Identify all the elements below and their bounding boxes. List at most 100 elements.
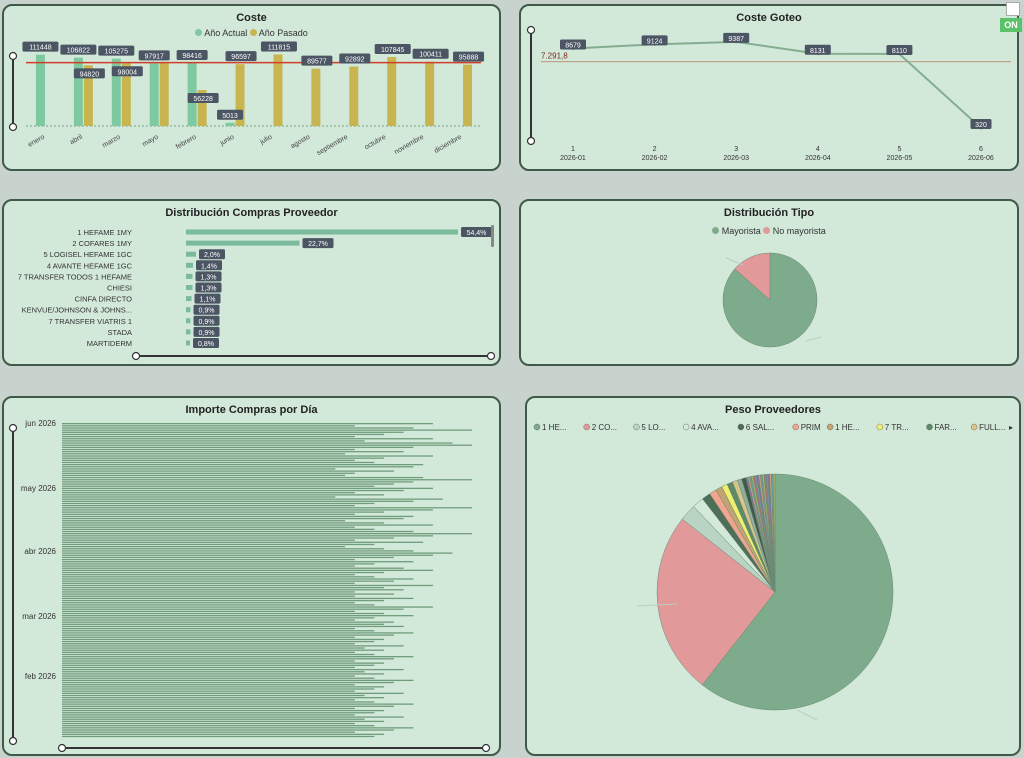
- coste-bar-past: [349, 66, 359, 126]
- legend-past-label[interactable]: Año Pasado: [258, 28, 308, 38]
- coste-label-actual: 105275: [105, 49, 128, 56]
- importe-slider-handle-end[interactable]: [8, 736, 18, 746]
- importe-bar: [62, 500, 414, 502]
- coste-label-actual: 97917: [144, 53, 164, 60]
- dist-prov-panel: Distribución Compras Proveedor 1 HEFAME …: [2, 199, 501, 366]
- importe-bar: [62, 433, 385, 436]
- focus-mode-icon[interactable]: [1006, 2, 1020, 16]
- coste-label-past-bg: [187, 93, 219, 104]
- peso-leader-line: [796, 709, 818, 721]
- coste-xtick: agosto: [290, 134, 312, 151]
- prov-bar: [186, 307, 191, 313]
- importe-bar: [62, 727, 414, 729]
- legend-no-mayorista-dot: [763, 227, 771, 234]
- peso-legend-label[interactable]: 1 HE...: [835, 423, 859, 432]
- prov-bar: [186, 318, 191, 324]
- importe-bar: [62, 733, 385, 735]
- peso-legend-label[interactable]: 2 CO...: [592, 423, 617, 432]
- dist-prov-chart: 1 HEFAME 1MY 54,4% 2 COFARES 1MY 22,7% 5 LOG…: [18, 225, 496, 361]
- coste-label-past: 111815: [268, 44, 290, 51]
- peso-slice[interactable]: [772, 473, 776, 593]
- peso-legend-next-icon[interactable]: ▸: [1009, 423, 1013, 432]
- prov-value-label-bg: [193, 338, 219, 348]
- coste-label-actual: 98416: [182, 53, 202, 60]
- importe-hslider-handle-end[interactable]: [481, 743, 491, 753]
- importe-bar: [62, 576, 375, 578]
- goteo-xtick: 4: [816, 146, 820, 153]
- prov-scrollbar[interactable]: [491, 225, 494, 247]
- prov-value-label: 0,8%: [198, 341, 214, 348]
- legend-no-mayorista-label[interactable]: No mayorista: [772, 226, 826, 236]
- peso-legend-label[interactable]: 1 HE...: [542, 423, 566, 432]
- prov-slider-handle-end[interactable]: [486, 351, 496, 361]
- importe-slider-handle-start[interactable]: [8, 423, 18, 433]
- goteo-xtick-date: 2026-03: [723, 155, 749, 162]
- prov-bar: [186, 296, 192, 302]
- peso-slice[interactable]: [656, 518, 776, 686]
- importe-bar: [62, 470, 394, 472]
- prov-bar: [186, 329, 191, 335]
- legend-actual-label[interactable]: Año Actual: [204, 28, 248, 38]
- prov-category: MARTIDERM: [87, 339, 132, 348]
- importe-bar: [62, 507, 472, 509]
- importe-bar: [62, 690, 355, 692]
- peso-legend-label[interactable]: 6 SAL...: [746, 423, 774, 432]
- prov-value-label: 1,3%: [201, 286, 217, 293]
- prov-value-label: 1,3%: [201, 274, 217, 281]
- importe-bar: [62, 625, 404, 628]
- coste-label-past-bg: [260, 41, 297, 52]
- importe-bar: [62, 688, 375, 690]
- importe-bar: [62, 707, 355, 710]
- peso-legend-dot: [926, 423, 933, 431]
- coste-xtick: junio: [218, 134, 235, 148]
- prov-value-label-bg: [302, 238, 334, 249]
- importe-bar: [62, 578, 414, 580]
- peso-legend-label[interactable]: 7 TR...: [885, 423, 909, 432]
- importe-bar: [62, 653, 375, 656]
- importe-bar: [62, 619, 355, 621]
- importe-bar: [62, 498, 443, 500]
- peso-slice[interactable]: [701, 473, 894, 711]
- prov-value-label-bg: [195, 282, 222, 293]
- importe-bar: [62, 591, 355, 593]
- coste-slider-handle-end[interactable]: [8, 122, 18, 132]
- importe-bar: [62, 716, 404, 718]
- peso-legend-label[interactable]: FULL...: [979, 423, 1005, 432]
- dist-tipo-legend: Mayorista No mayorista: [521, 226, 1017, 236]
- importe-bar: [62, 485, 375, 487]
- peso-legend-label[interactable]: 5 LO...: [641, 423, 665, 432]
- peso-legend-dot: [792, 423, 799, 431]
- legend-mayorista-label[interactable]: Mayorista: [721, 226, 761, 236]
- prov-category: KENVUE/JOHNSON & JOHNS...: [22, 306, 132, 315]
- prov-category: 2 COFARES 1MY: [72, 239, 132, 248]
- legend-actual-dot: [195, 29, 203, 36]
- coste-xtick: mayo: [141, 134, 159, 149]
- importe-bar: [62, 699, 355, 701]
- peso-legend-label[interactable]: PRIM: [801, 423, 821, 432]
- peso-legend-label[interactable]: 4 AVA...: [691, 423, 719, 432]
- importe-bar: [62, 612, 385, 615]
- goteo-data-label-bg: [723, 32, 750, 43]
- peso-legend-label[interactable]: FAR...: [935, 423, 957, 432]
- tipo-slice[interactable]: [734, 252, 771, 301]
- goteo-xtick: 5: [897, 146, 901, 153]
- dist-tipo-title: Distribución Tipo: [723, 207, 815, 219]
- goteo-slider-handle-end[interactable]: [526, 136, 536, 146]
- importe-bar: [62, 632, 414, 634]
- dist-prov-title: Distribución Compras Proveedor: [165, 207, 338, 219]
- importe-bar: [62, 584, 433, 587]
- goteo-series-line: [572, 40, 982, 129]
- coste-slider-handle-start[interactable]: [8, 51, 18, 61]
- importe-bar: [62, 440, 365, 442]
- importe-bar: [62, 651, 355, 653]
- goteo-slider-handle-start[interactable]: [526, 25, 536, 35]
- prov-slider-handle-start[interactable]: [131, 351, 141, 361]
- coste-bar-actual: [149, 63, 159, 126]
- toggle-switch[interactable]: ON: [1000, 18, 1022, 32]
- importe-bar: [62, 580, 394, 582]
- coste-legend: Año Actual Año Pasado: [4, 28, 499, 38]
- coste-bar-actual: [225, 122, 235, 126]
- coste-bar-actual: [73, 57, 83, 126]
- importe-hslider-handle-start[interactable]: [57, 743, 67, 753]
- importe-bar: [62, 548, 385, 550]
